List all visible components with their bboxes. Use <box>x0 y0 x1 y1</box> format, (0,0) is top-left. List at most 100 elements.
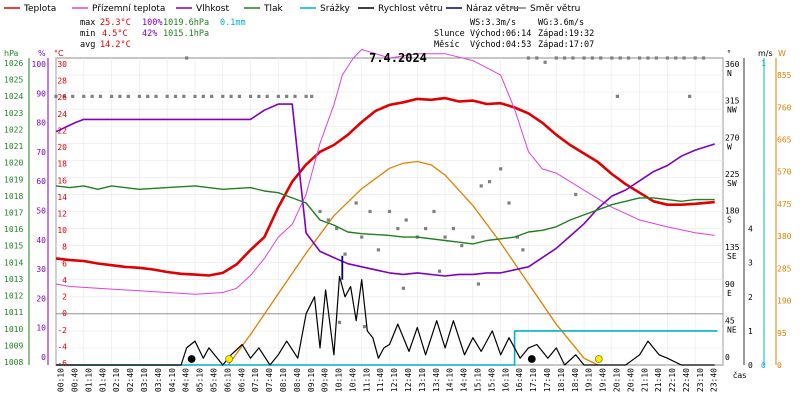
direction-tick: 0 <box>725 353 730 362</box>
wind-direction-point <box>471 235 475 239</box>
x-tick: 10:40 <box>348 368 357 392</box>
wind-direction-point <box>343 252 347 256</box>
series-lines <box>55 49 718 366</box>
direction-compass: NW <box>727 106 737 115</box>
legend-label: Náraz větru <box>466 4 519 14</box>
x-tick: 07:40 <box>265 368 274 392</box>
x-tick: 10:10 <box>335 368 344 392</box>
pressure-tick: 1013 <box>4 275 23 284</box>
wind-direction-point <box>499 167 503 171</box>
wind-direction-point <box>599 56 603 60</box>
wind-direction-point <box>682 56 686 60</box>
direction-compass: SW <box>727 179 737 188</box>
stat-max-label: max <box>80 18 95 28</box>
stat-sun-rise: Východ:06:14 <box>470 29 531 39</box>
direction-tick: 180 <box>725 207 740 216</box>
sun-moon-markers <box>187 355 603 363</box>
wind-direction-point <box>693 56 697 60</box>
legend-label: Rychlost větru <box>378 4 443 14</box>
moon_rise-marker <box>187 355 196 363</box>
wind-direction-point <box>54 94 58 98</box>
wind-direction-point <box>137 94 141 98</box>
x-tick: 18:10 <box>557 368 566 392</box>
pressure-tick: 1019 <box>4 175 23 184</box>
x-tick: 11:40 <box>376 368 385 392</box>
direction-tick: 270 <box>725 133 740 142</box>
x-tick: 01:40 <box>98 368 107 392</box>
humidity-tick: 0 <box>41 353 46 362</box>
stat-max-hum: 100% <box>142 18 162 28</box>
pressure-tick: 1012 <box>4 292 23 301</box>
wind-direction-point <box>574 192 578 197</box>
stats-block: max 25.3°C 100% 1019.6hPa 0.1mm min 4.5°… <box>80 18 594 50</box>
pressure-tick: 1014 <box>4 258 23 267</box>
wind-direction-point <box>210 94 214 98</box>
x-tick: 22:10 <box>668 368 677 392</box>
wind-tick: 0 <box>748 361 753 370</box>
x-tick: 01:10 <box>84 368 93 392</box>
x-tick: 02:40 <box>126 368 135 392</box>
radiation-tick: 760 <box>777 103 792 112</box>
stat-min-press: 1015.1hPa <box>163 29 209 39</box>
wind-direction-point <box>615 94 619 98</box>
humidity-tick: 70 <box>36 148 46 157</box>
series-line-tlak <box>55 185 715 245</box>
wind-unit: m/s <box>758 49 773 58</box>
legend-label: Přízemní teplota <box>92 4 165 14</box>
wind-direction-point <box>182 94 186 98</box>
pressure-tick: 1017 <box>4 209 23 218</box>
x-tick: 15:40 <box>487 368 496 392</box>
chart-title: 7.4.2024 <box>369 51 427 65</box>
stat-moon-set: Západ:17:07 <box>538 40 594 50</box>
temperature-tick: 4 <box>62 276 67 285</box>
direction-tick: 315 <box>725 97 740 106</box>
stat-max-rain: 0.1mm <box>220 18 246 28</box>
wind-tick: 1 <box>748 327 753 336</box>
x-axis-label: čas <box>733 370 746 380</box>
x-tick: 09:40 <box>321 368 330 392</box>
radiation-tick: 380 <box>777 232 792 241</box>
direction-tick: 225 <box>725 170 740 179</box>
wind-direction-point <box>335 226 339 231</box>
humidity-tick: 40 <box>36 236 46 245</box>
wind-direction-point <box>368 209 372 214</box>
x-tick: 09:10 <box>307 368 316 392</box>
wind-direction-point <box>326 218 330 222</box>
x-tick: 21:10 <box>640 368 649 392</box>
wind-tick: 4 <box>748 225 753 234</box>
stat-moon-label: Měsíc <box>434 40 460 50</box>
wind-tick: 2 <box>748 293 753 302</box>
pressure-tick: 1023 <box>4 109 23 118</box>
temperature-unit: °C <box>54 49 64 58</box>
stat-max-press: 1019.6hPa <box>163 18 209 28</box>
pressure-tick: 1025 <box>4 76 23 85</box>
x-tick: 05:10 <box>196 368 205 392</box>
pressure-tick: 1011 <box>4 308 23 317</box>
radiation-tick: 0 <box>777 361 782 370</box>
direction-compass: W <box>727 142 732 151</box>
series-line-vlhkost <box>55 103 715 277</box>
wind-direction-point <box>479 184 483 188</box>
temperature-tick: 18 <box>57 160 67 169</box>
wind-direction-point <box>293 94 297 98</box>
wind-direction-point <box>71 94 75 98</box>
pressure-tick: 1018 <box>4 192 23 201</box>
wind-direction-point <box>515 235 519 239</box>
stat-avg-temp: 14.2°C <box>100 40 131 50</box>
x-tick: 17:40 <box>543 368 552 392</box>
temperature-tick: 12 <box>57 210 67 219</box>
x-tick: 23:40 <box>710 368 719 392</box>
wind-direction-point <box>521 248 525 252</box>
x-tick: 14:10 <box>446 368 455 392</box>
temperature-tick: 30 <box>57 60 67 69</box>
wind-direction-point <box>265 94 269 98</box>
wind-direction-point <box>165 94 169 98</box>
wind-direction-point <box>626 56 631 60</box>
stat-avg-label: avg <box>80 40 95 50</box>
x-tick: 13:10 <box>418 368 427 392</box>
wind-direction-point <box>318 209 322 214</box>
temperature-tick: 20 <box>57 143 67 152</box>
x-tick: 07:10 <box>251 368 260 392</box>
temperature-tick: 8 <box>62 243 67 252</box>
direction-unit: ° <box>727 49 731 58</box>
